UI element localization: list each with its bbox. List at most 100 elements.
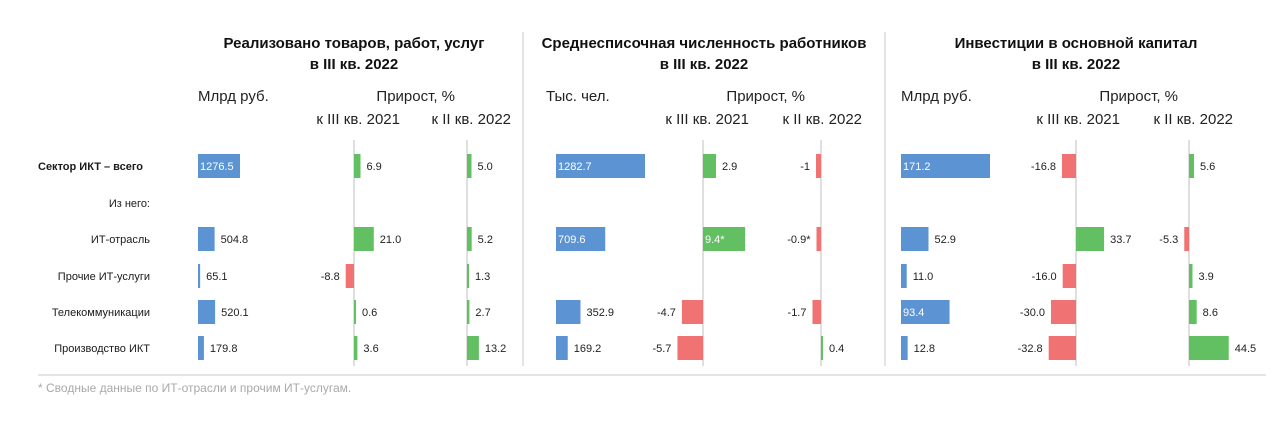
- data-label: -30.0: [1020, 307, 1045, 319]
- bar: [467, 227, 472, 251]
- data-label: 21.0: [380, 234, 401, 246]
- bar: [901, 227, 929, 251]
- row-label: Производство ИКТ: [54, 343, 150, 355]
- bar: [1184, 227, 1189, 251]
- bar: [198, 227, 215, 251]
- bar: [198, 336, 204, 360]
- data-label: 12.8: [914, 343, 935, 355]
- bar: [1076, 227, 1105, 251]
- data-label: 2.7: [475, 307, 490, 319]
- bar: [354, 227, 374, 251]
- bar: [677, 336, 703, 360]
- data-label: -4.7: [657, 307, 676, 319]
- bar: [1062, 264, 1076, 288]
- data-label: 65.1: [206, 271, 227, 283]
- bar: [1048, 336, 1076, 360]
- data-label: 8.6: [1203, 307, 1218, 319]
- chart-subtitle: в III кв. 2022: [310, 56, 399, 73]
- bar: [1051, 300, 1076, 324]
- data-label: 6.9: [367, 161, 382, 173]
- data-label: 169.2: [574, 343, 602, 355]
- data-label: -16.0: [1032, 271, 1057, 283]
- bar: [467, 300, 470, 324]
- bar: [703, 227, 746, 251]
- column-group-header: Прирост, %: [726, 88, 805, 105]
- column-header: к II кв. 2022: [432, 111, 511, 128]
- column-group-header: Прирост, %: [376, 88, 455, 105]
- data-label: 13.2: [485, 343, 506, 355]
- bar: [198, 300, 216, 324]
- bar: [198, 264, 201, 288]
- bar: [1189, 336, 1229, 360]
- data-label: 1282.7: [558, 161, 592, 173]
- bar: [556, 227, 606, 251]
- data-label: -0.9*: [787, 234, 811, 246]
- bar: [1189, 154, 1194, 178]
- bar: [345, 264, 354, 288]
- data-label: -5.3: [1159, 234, 1178, 246]
- data-label: 52.9: [935, 234, 956, 246]
- bar: [816, 154, 821, 178]
- data-label: -16.8: [1031, 161, 1056, 173]
- bar: [1189, 300, 1197, 324]
- data-label: 0.4: [829, 343, 844, 355]
- column-header: Млрд руб.: [198, 88, 269, 105]
- data-label: 33.7: [1110, 234, 1131, 246]
- column-header: к II кв. 2022: [783, 111, 862, 128]
- chart-title: Реализовано товаров, работ, услуг: [224, 35, 485, 52]
- column-header: к III кв. 2021: [1036, 111, 1120, 128]
- bar: [354, 336, 358, 360]
- data-label: 5.2: [478, 234, 493, 246]
- bar: [681, 300, 703, 324]
- chart-subtitle: в III кв. 2022: [660, 56, 749, 73]
- data-label: 5.6: [1200, 161, 1215, 173]
- row-label: Телекоммуникации: [52, 307, 150, 319]
- row-label: Прочие ИТ-услуги: [58, 271, 150, 283]
- data-label: 93.4: [903, 307, 924, 319]
- bar: [901, 336, 908, 360]
- bar: [816, 227, 821, 251]
- data-label: 352.9: [586, 307, 614, 319]
- data-label: 709.6: [558, 234, 586, 246]
- row-label: ИТ-отрасль: [91, 234, 150, 246]
- bar: [556, 336, 568, 360]
- data-label: -5.7: [652, 343, 671, 355]
- data-label: 44.5: [1235, 343, 1256, 355]
- column-header: Тыс. чел.: [546, 88, 610, 105]
- bar: [354, 300, 356, 324]
- bar: [467, 336, 479, 360]
- data-label: 11.0: [913, 271, 934, 283]
- column-header: к II кв. 2022: [1154, 111, 1233, 128]
- data-label: -8.8: [321, 271, 340, 283]
- bar: [1062, 154, 1076, 178]
- column-header: к III кв. 2021: [316, 111, 400, 128]
- data-label: 179.8: [210, 343, 238, 355]
- data-label: 0.6: [362, 307, 377, 319]
- data-label: 1.3: [475, 271, 490, 283]
- data-label: 520.1: [221, 307, 249, 319]
- chart-title: Инвестиции в основной капитал: [955, 35, 1198, 52]
- data-label: 171.2: [903, 161, 931, 173]
- data-label: -1: [800, 161, 810, 173]
- bar: [556, 300, 581, 324]
- bar: [901, 264, 907, 288]
- data-label: 9.4*: [705, 234, 725, 246]
- column-header: к III кв. 2021: [665, 111, 749, 128]
- bar: [1189, 264, 1193, 288]
- bar: [821, 336, 823, 360]
- row-label: Сектор ИКТ – всего: [38, 161, 143, 173]
- data-label: -32.8: [1018, 343, 1043, 355]
- footnote: * Сводные данные по ИТ-отрасли и прочим …: [38, 381, 352, 395]
- bar: [354, 154, 361, 178]
- data-label: -1.7: [788, 307, 807, 319]
- bar: [198, 154, 240, 178]
- column-header: Млрд руб.: [901, 88, 972, 105]
- chart-title: Среднесписочная численность работников: [542, 35, 867, 52]
- data-label: 1276.5: [200, 161, 234, 173]
- bar: [467, 154, 472, 178]
- data-label: 5.0: [478, 161, 493, 173]
- bar: [467, 264, 469, 288]
- bar: [812, 300, 821, 324]
- chart-subtitle: в III кв. 2022: [1032, 56, 1121, 73]
- bar: [703, 154, 716, 178]
